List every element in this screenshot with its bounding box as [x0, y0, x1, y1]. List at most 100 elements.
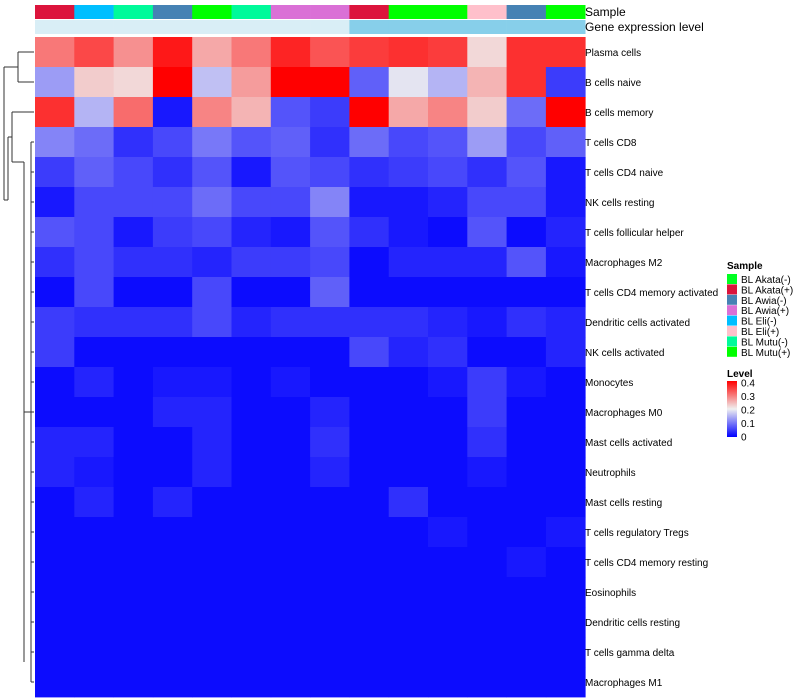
heatmap-cell [74, 457, 114, 488]
heatmap-cell [35, 367, 75, 398]
heatmap-cell [270, 637, 311, 668]
heatmap-cell [545, 37, 586, 68]
heatmap-cell [35, 157, 75, 188]
heatmap-cell [152, 487, 193, 518]
heatmap-cell [192, 427, 232, 458]
heatmap-cell [152, 667, 193, 698]
heatmap-cell [192, 367, 232, 398]
heatmap-cell [467, 217, 507, 248]
heatmap-cell [270, 127, 311, 158]
heatmap-cell [74, 37, 114, 68]
heatmap-cell [113, 337, 154, 368]
heatmap-cell [113, 157, 154, 188]
heatmap-cell [152, 607, 193, 638]
heatmap-cell [506, 97, 547, 128]
heatmap-cell [113, 97, 154, 128]
heatmap-cell [113, 547, 154, 578]
heatmap-cell [545, 457, 586, 488]
heatmap-cell [349, 337, 390, 368]
heatmap-cell [35, 217, 75, 248]
heatmap-cell [349, 217, 390, 248]
heatmap-cell [270, 67, 311, 98]
heatmap-cell [506, 307, 547, 338]
legend-sample-label: BL Awia(-) [741, 296, 787, 307]
sample-annotation-cell [310, 5, 350, 19]
heatmap-cell [506, 517, 547, 548]
heatmap-cell [428, 397, 468, 428]
gene-expression-annotation-cell [545, 20, 586, 34]
heatmap-cell [113, 577, 154, 608]
heatmap-cell [74, 247, 114, 278]
heatmap-cell [545, 127, 586, 158]
heatmap-cell [192, 577, 232, 608]
gene-expression-annotation-cell [467, 20, 507, 34]
legend-sample-swatch [727, 336, 737, 347]
heatmap-cell [310, 307, 350, 338]
legend-sample-swatch [727, 346, 737, 357]
heatmap-cell [428, 217, 468, 248]
heatmap-cell [270, 607, 311, 638]
heatmap-cell [113, 277, 154, 308]
heatmap-cell [231, 187, 272, 218]
heatmap-cell [428, 337, 468, 368]
heatmap-cell [349, 37, 390, 68]
heatmap-cell [506, 277, 547, 308]
heatmap-cell [152, 277, 193, 308]
heatmap-cell [152, 37, 193, 68]
heatmap-cell [152, 397, 193, 428]
heatmap-cell [74, 577, 114, 608]
heatmap-cell [74, 487, 114, 518]
heatmap-cell [506, 67, 547, 98]
sample-annotation-cell [506, 5, 547, 19]
heatmap-cell [388, 577, 429, 608]
heatmap-cell [74, 637, 114, 668]
heatmap-cell [428, 67, 468, 98]
heatmap-cell [152, 187, 193, 218]
heatmap-cell [152, 637, 193, 668]
heatmap-cell [152, 67, 193, 98]
row-labels: Plasma cells B cells naive B cells memory T… [585, 48, 718, 689]
heatmap-cell [349, 667, 390, 698]
heatmap-cell [349, 577, 390, 608]
legend-level-ticks: 0.4 0.3 0.2 0.1 0 [741, 379, 755, 444]
heatmap-cell [428, 487, 468, 518]
heatmap-cell [113, 487, 154, 518]
heatmap-cell [388, 607, 429, 638]
heatmap-cell [545, 277, 586, 308]
heatmap-cell [231, 607, 272, 638]
heatmap-cell [545, 577, 586, 608]
heatmap-cell [545, 367, 586, 398]
heatmap-cell [467, 307, 507, 338]
heatmap-cell [506, 157, 547, 188]
sample-annotation-cell [113, 5, 154, 19]
heatmap-cell [545, 307, 586, 338]
heatmap-cell [231, 157, 272, 188]
heatmap-cell [270, 667, 311, 698]
gene-expression-annotation-cell [270, 20, 311, 34]
row-label: Macrophages M0 [585, 408, 663, 419]
heatmap-cell [113, 457, 154, 488]
heatmap-cell [506, 547, 547, 578]
heatmap-cell [192, 307, 232, 338]
heatmap-cell [310, 37, 350, 68]
legend-level-title: Level [727, 369, 753, 380]
heatmap-cell [467, 607, 507, 638]
heatmap-cell [428, 187, 468, 218]
heatmap-cell [310, 157, 350, 188]
heatmap-cell [388, 427, 429, 458]
heatmap-cell [506, 247, 547, 278]
heatmap-cell [231, 577, 272, 608]
heatmap-cell [506, 457, 547, 488]
heatmap-cell [192, 97, 232, 128]
heatmap-cell [310, 397, 350, 428]
sample-annotation-cell [428, 5, 468, 19]
heatmap-cell [231, 37, 272, 68]
heatmap-cell [113, 37, 154, 68]
legend-sample-label: BL Akata(+) [741, 285, 793, 296]
heatmap-cell [388, 217, 429, 248]
heatmap-cell [35, 487, 75, 518]
heatmap-cell [74, 97, 114, 128]
heatmap-cell [506, 397, 547, 428]
gene-expression-annotation-cell [231, 20, 272, 34]
sample-annotation-bar [35, 5, 586, 19]
